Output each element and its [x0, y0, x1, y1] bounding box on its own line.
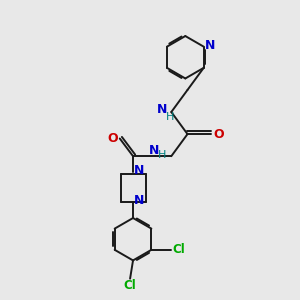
Text: O: O	[213, 128, 224, 141]
Text: N: N	[134, 194, 144, 207]
Text: Cl: Cl	[124, 279, 136, 292]
Text: H: H	[166, 112, 174, 122]
Text: H: H	[158, 150, 166, 160]
Text: N: N	[157, 103, 168, 116]
Text: N: N	[205, 39, 215, 52]
Text: N: N	[148, 144, 159, 157]
Text: O: O	[107, 132, 118, 145]
Text: N: N	[134, 164, 144, 177]
Text: Cl: Cl	[172, 243, 185, 256]
